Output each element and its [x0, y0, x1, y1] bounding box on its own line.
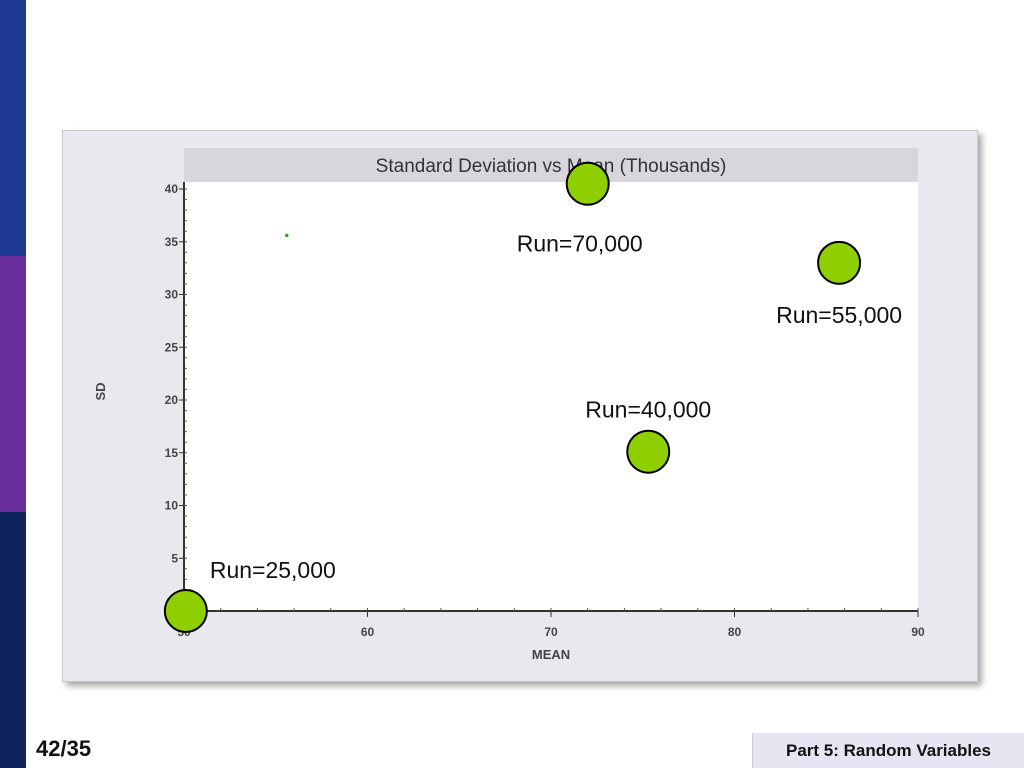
x-axis-label: MEAN [532, 647, 570, 662]
scatter-chart: Standard Deviation vs Mean (Thousands) 5 1… [93, 148, 925, 662]
x-tick-label: 60 [361, 625, 375, 639]
data-point-label: Run=25,000 [210, 557, 336, 583]
side-bar-top [0, 0, 26, 256]
y-tick-label: 20 [165, 393, 179, 407]
data-point [817, 240, 862, 285]
data-point [626, 429, 671, 474]
y-tick-label: 5 [171, 551, 178, 565]
chart-title: Standard Deviation vs Mean (Thousands) [376, 156, 727, 177]
y-tick-label: 40 [165, 182, 179, 196]
y-tick-label: 15 [165, 446, 179, 460]
data-point [163, 589, 208, 633]
y-axis-label: SD [93, 382, 108, 400]
small-data-marker [284, 233, 289, 238]
y-tick-label: 25 [165, 340, 179, 354]
chart-panel: Standard Deviation vs Mean (Thousands) 5 1… [62, 130, 978, 682]
data-point [565, 161, 610, 206]
x-tick-label: 80 [728, 625, 742, 639]
data-point-label: Run=55,000 [776, 302, 902, 328]
side-bar-bottom [0, 512, 26, 768]
footer-title: Part 5: Random Variables [752, 733, 1024, 768]
x-tick-label: 70 [544, 625, 558, 639]
y-tick-label: 30 [165, 288, 179, 302]
x-tick-label: 90 [911, 625, 925, 639]
data-point-label: Run=40,000 [585, 397, 711, 423]
side-bar-middle [0, 256, 26, 512]
y-tick-label: 35 [165, 235, 179, 249]
title-band [184, 148, 918, 182]
data-point-label: Run=70,000 [517, 231, 643, 257]
y-tick-label: 10 [165, 499, 179, 513]
plot-area [184, 148, 918, 611]
page-number: 42/35 [36, 736, 92, 761]
